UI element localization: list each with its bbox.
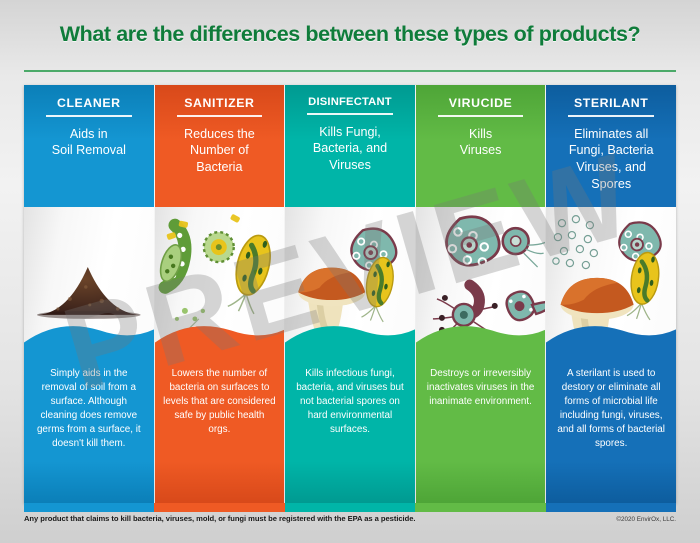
- column-footer-sterilant: A sterilant is used to destory or elimin…: [546, 355, 676, 503]
- column-detail: A sterilant is used to destory or elimin…: [557, 368, 665, 450]
- column-footer-sanitizer: Lowers the number of bacteria on surface…: [154, 355, 285, 503]
- column-sanitizer: SANITIZER Reduces the Number of Bacteria: [153, 85, 285, 503]
- strip-segment-cleaner: [24, 503, 155, 512]
- color-strip: [24, 503, 677, 512]
- strip-segment-virucide: [415, 503, 546, 512]
- column-title: STERILANT: [573, 96, 649, 110]
- column-footer-cleaner: Simply aids in the removal of soil from …: [24, 355, 154, 503]
- illustration-virus-cells-icon: [415, 207, 546, 347]
- header-underline: [437, 115, 524, 117]
- column-detail: Lowers the number of bacteria on surface…: [163, 368, 276, 436]
- title-divider: [24, 70, 676, 72]
- strip-segment-sterilant: [545, 503, 677, 512]
- illustration-soil-pile-icon: [24, 207, 154, 347]
- column-cleaner: CLEANER Aids in Soil Removal Simply aids i…: [24, 85, 154, 503]
- column-summary: Reduces the Number of Bacteria: [184, 126, 255, 175]
- column-summary: Kills Viruses: [459, 126, 502, 158]
- column-title: SANITIZER: [184, 96, 255, 110]
- column-title: DISINFECTANT: [308, 96, 392, 108]
- column-title: VIRUCIDE: [448, 96, 513, 110]
- column-title: CLEANER: [56, 96, 121, 110]
- column-header-sterilant: STERILANT Eliminates all Fungi, Bacteria Vi…: [546, 85, 676, 207]
- strip-segment-sanitizer: [154, 503, 285, 512]
- header-underline: [307, 113, 393, 115]
- column-summary: Aids in Soil Removal: [51, 126, 126, 158]
- illustration-mushroom-virus-bacteria-icon: [285, 207, 415, 347]
- comparison-table: CLEANER Aids in Soil Removal Simply aids i…: [24, 85, 676, 503]
- illustration-bacteria-cluster-icon: [154, 207, 285, 347]
- column-disinfectant: DISINFECTANT Kills Fungi, Bacteria, and Vir…: [284, 85, 415, 503]
- column-header-virucide: VIRUCIDE Kills Viruses: [415, 85, 546, 207]
- strip-segment-disinfectant: [284, 503, 416, 512]
- column-detail: Kills infectious fungi, bacteria, and vi…: [296, 368, 404, 436]
- column-header-cleaner: CLEANER Aids in Soil Removal: [24, 85, 154, 207]
- copyright-text: ©2020 EnvirOx, LLC.: [616, 516, 676, 523]
- illustration-mushroom-spores-icon: [546, 207, 676, 347]
- column-virucide: VIRUCIDE Kills Viruses: [414, 85, 546, 503]
- column-sterilant: STERILANT Eliminates all Fungi, Bacteria Vi…: [545, 85, 676, 503]
- column-header-sanitizer: SANITIZER Reduces the Number of Bacteria: [154, 85, 285, 207]
- column-header-disinfectant: DISINFECTANT Kills Fungi, Bacteria, and Vir…: [285, 85, 415, 207]
- column-summary: Eliminates all Fungi, Bacteria Viruses, an…: [568, 126, 654, 191]
- epa-disclaimer: Any product that claims to kill bacteria…: [24, 514, 416, 523]
- column-summary: Kills Fungi, Bacteria, and Viruses: [312, 124, 388, 173]
- header-underline: [46, 115, 132, 117]
- column-footer-virucide: Destroys or irreversibly inactivates vir…: [415, 355, 546, 503]
- header-underline: [568, 115, 654, 117]
- column-detail: Simply aids in the removal of soil from …: [36, 368, 141, 450]
- header-underline: [176, 115, 263, 117]
- column-footer-disinfectant: Kills infectious fungi, bacteria, and vi…: [285, 355, 415, 503]
- column-detail: Destroys or irreversibly inactivates vir…: [426, 368, 535, 408]
- page-title: What are the differences between these t…: [59, 22, 641, 46]
- legal-footer: Any product that claims to kill bacteria…: [24, 514, 676, 523]
- page-title-wrapper: What are the differences between these t…: [0, 22, 700, 47]
